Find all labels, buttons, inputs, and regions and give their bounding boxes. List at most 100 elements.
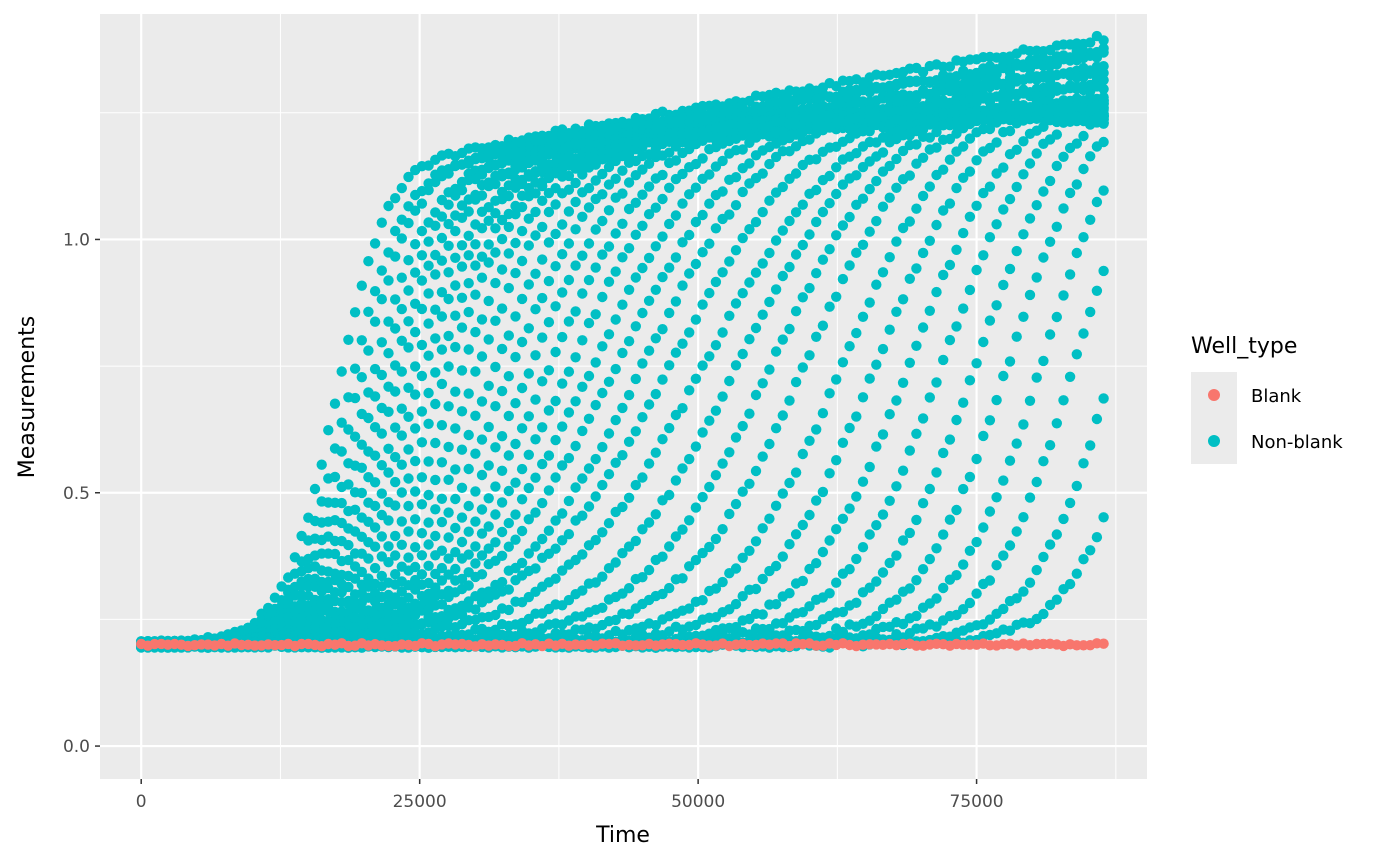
data-point-nonblank [690, 182, 702, 193]
data-point-nonblank [1051, 129, 1063, 140]
data-point-nonblank [463, 250, 474, 261]
data-point-nonblank [563, 407, 575, 418]
data-point-nonblank [523, 368, 534, 379]
data-point-nonblank [971, 536, 982, 548]
data-point-nonblank [430, 504, 441, 515]
data-point-nonblank [610, 266, 621, 277]
data-point-nonblank [657, 271, 668, 283]
data-point-nonblank [623, 436, 635, 447]
data-point-nonblank [998, 550, 1009, 561]
data-point-nonblank [430, 398, 441, 410]
data-point-nonblank [770, 423, 782, 434]
data-point-nonblank [309, 483, 321, 495]
data-point-nonblank [998, 204, 1009, 215]
data-point-nonblank [557, 219, 568, 230]
data-point-nonblank [590, 175, 601, 186]
data-point-nonblank [650, 447, 661, 458]
data-point-nonblank [423, 318, 434, 329]
data-point-nonblank [523, 449, 534, 460]
data-point-nonblank [917, 564, 929, 575]
data-point-nonblank [811, 268, 822, 279]
data-point-nonblank [1098, 96, 1109, 108]
data-point-nonblank [991, 137, 1002, 148]
data-point-nonblank [396, 233, 407, 244]
data-point-nonblank [496, 431, 508, 442]
data-point-nonblank [430, 582, 441, 593]
data-point-nonblank [403, 552, 414, 563]
data-point-nonblank [690, 502, 702, 513]
data-point-nonblank [643, 564, 655, 576]
data-point-nonblank [844, 422, 855, 434]
data-point-nonblank [550, 434, 561, 446]
data-point-nonblank [583, 274, 595, 286]
data-point-nonblank [490, 178, 501, 190]
data-point-nonblank [1098, 109, 1109, 120]
data-point-nonblank [831, 230, 842, 241]
data-point-nonblank [844, 564, 855, 575]
data-point-nonblank [557, 460, 568, 471]
data-point-nonblank [1018, 169, 1029, 180]
data-point-nonblank [537, 180, 548, 192]
data-point-nonblank [516, 463, 528, 475]
data-point-nonblank [403, 171, 414, 183]
data-point-nonblank [496, 550, 508, 561]
data-point-nonblank [530, 507, 541, 518]
data-point-nonblank [1011, 245, 1022, 257]
data-point-nonblank [476, 169, 488, 180]
data-point-nonblank [423, 260, 434, 271]
data-point-nonblank [343, 539, 354, 551]
data-point-nonblank [784, 323, 795, 335]
data-point-nonblank [1064, 371, 1076, 382]
data-point-nonblank [824, 301, 835, 312]
data-point-nonblank [456, 200, 468, 211]
data-point-nonblank [543, 485, 555, 496]
data-point-nonblank [463, 388, 474, 399]
data-point-nonblank [1018, 311, 1029, 322]
data-point-nonblank [630, 272, 641, 283]
data-point-nonblank [450, 464, 461, 475]
data-point-nonblank [476, 528, 488, 539]
data-point-nonblank [958, 397, 969, 408]
data-point-nonblank [443, 218, 454, 230]
data-point-nonblank [770, 346, 782, 357]
data-point-nonblank [931, 377, 942, 388]
data-point-nonblank [643, 517, 655, 528]
data-point-nonblank [744, 408, 755, 419]
data-point-nonblank [1091, 196, 1103, 208]
data-point-nonblank [1085, 151, 1096, 162]
data-point-nonblank [1024, 492, 1036, 503]
data-point-nonblank [476, 550, 488, 561]
data-point-nonblank [423, 236, 434, 247]
data-point-nonblank [369, 522, 381, 533]
data-point-nonblank [797, 519, 808, 531]
data-point-nonblank [1098, 185, 1109, 196]
data-point-nonblank [490, 401, 501, 412]
data-point-nonblank [396, 430, 407, 441]
data-point-nonblank [376, 460, 387, 471]
data-point-nonblank [664, 422, 675, 434]
data-point-nonblank [944, 154, 956, 165]
data-point-nonblank [917, 66, 929, 78]
data-point-nonblank [597, 571, 608, 582]
data-point-nonblank [583, 501, 595, 512]
data-point-nonblank [690, 216, 702, 228]
data-point-nonblank [383, 467, 394, 478]
data-point-nonblank [483, 215, 494, 226]
data-point-nonblank [897, 377, 909, 388]
data-point-nonblank [670, 296, 682, 307]
data-point-nonblank [737, 186, 748, 198]
data-point-nonblank [336, 497, 347, 509]
data-point-nonblank [590, 357, 601, 368]
data-point-nonblank [724, 375, 735, 387]
data-point-nonblank [991, 560, 1002, 571]
data-point-nonblank [383, 515, 394, 526]
data-point-nonblank [1058, 395, 1069, 406]
data-point-nonblank [450, 547, 461, 558]
data-point-nonblank [951, 570, 962, 581]
data-point-nonblank [777, 181, 788, 193]
data-point-nonblank [664, 360, 675, 371]
data-point-nonblank [523, 411, 534, 422]
data-point-nonblank [423, 517, 434, 528]
data-point-nonblank [617, 548, 628, 559]
data-point-nonblank [516, 201, 528, 213]
